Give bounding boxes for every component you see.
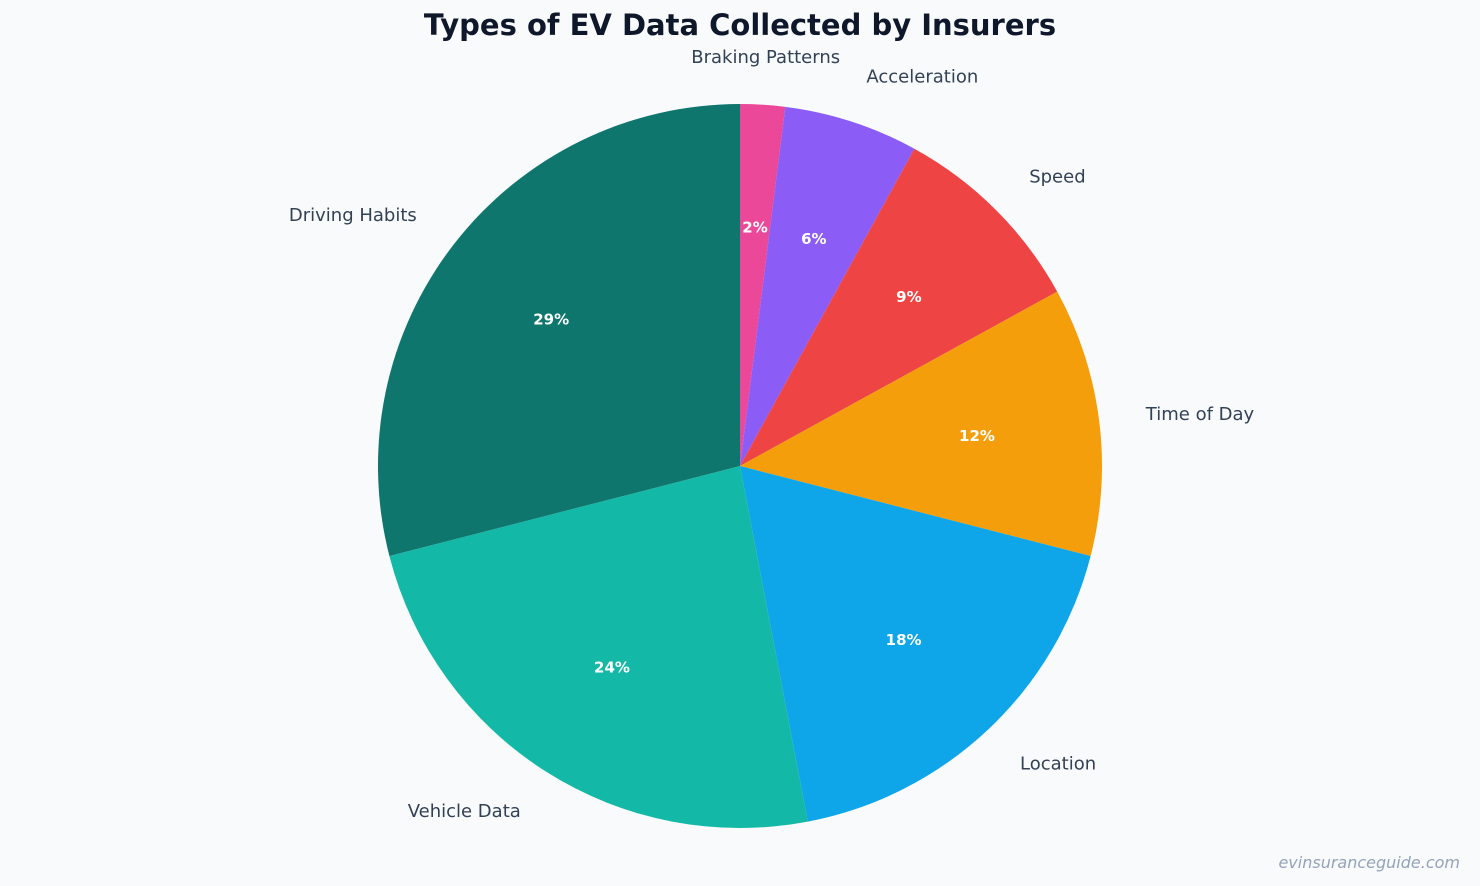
pie-percent-time-of-day: 12%	[959, 427, 995, 445]
pie-label-braking-patterns: Braking Patterns	[691, 47, 840, 68]
pie-percent-driving-habits: 29%	[533, 311, 569, 329]
pie-slice-speed	[740, 148, 1058, 466]
pie-percent-speed: 9%	[896, 288, 921, 306]
pie-slice-braking-patterns	[740, 103, 786, 466]
pie-slice-location	[740, 466, 1091, 822]
chart-title: Types of EV Data Collected by Insurers	[423, 8, 1057, 42]
pie-label-acceleration: Acceleration	[866, 67, 978, 88]
pie-label-driving-habits: Driving Habits	[289, 205, 417, 226]
pie-label-speed: Speed	[1029, 166, 1085, 187]
pie-slice-vehicle-data	[389, 466, 808, 829]
pie-percent-vehicle-data: 24%	[594, 659, 630, 677]
pie-slices	[377, 103, 1103, 829]
pie-percent-labels: 2% 6% 9% 12% 18% 24% 29%	[533, 219, 995, 677]
pie-slice-acceleration	[740, 106, 915, 466]
pie-slice-time-of-day	[740, 291, 1103, 557]
pie-percent-braking-patterns: 2%	[742, 219, 767, 237]
pie-label-time-of-day: Time of Day	[1145, 404, 1255, 425]
source-watermark: evinsuranceguide.com	[1278, 853, 1460, 872]
pie-percent-location: 18%	[886, 631, 922, 649]
pie-category-labels: Braking Patterns Acceleration Speed Time of…	[289, 47, 1255, 822]
pie-percent-acceleration: 6%	[801, 230, 826, 248]
pie-label-location: Location	[1020, 754, 1096, 775]
pie-label-vehicle-data: Vehicle Data	[408, 801, 521, 822]
pie-slice-driving-habits	[377, 104, 740, 557]
